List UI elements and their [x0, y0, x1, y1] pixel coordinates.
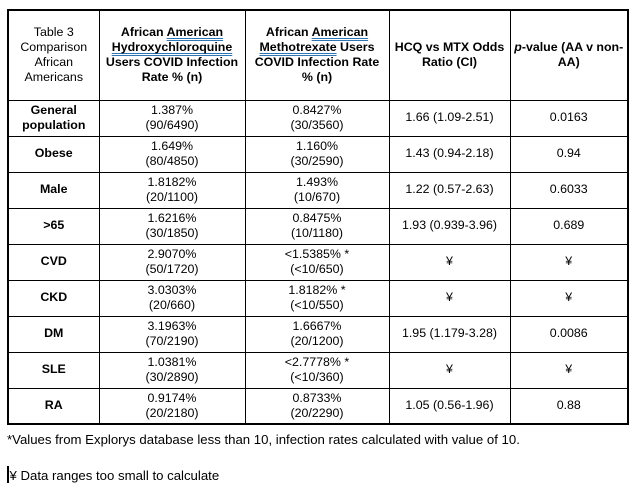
footnote-asterisk: *Values from Explorys database less than…	[7, 432, 520, 447]
table-row-male: Male 1.8182% (20/1100) 1.493% (10/670) 1.2…	[7, 171, 629, 209]
odds-ratio-cell: ¥	[388, 351, 511, 389]
hcq-rate-cell: 1.649% (80/4850)	[98, 135, 246, 173]
hcq-rate-cell: 3.1963% (70/2190)	[98, 315, 246, 353]
p-value-cell: 0.689	[509, 207, 629, 245]
hcq-rate-cell: 1.8182% (20/1100)	[98, 171, 246, 209]
hcq-rate-cell: 1.0381% (30/2890)	[98, 351, 246, 389]
footnote-yen-text: ¥ Data ranges too small to calculate	[9, 467, 220, 483]
italic-p: p	[514, 40, 522, 55]
mtx-rate-cell: <2.7778% * (<10/360)	[244, 351, 390, 389]
row-label-cell: DM	[7, 315, 100, 353]
hcq-rate-cell: 3.0303% (20/660)	[98, 279, 246, 317]
odds-ratio-cell: 1.05 (0.56-1.96)	[388, 387, 511, 425]
col-header-mtx: African American Methotrexate Users COVI…	[244, 9, 390, 101]
header-text: African	[265, 25, 312, 39]
grammar-underlined-word: American	[311, 25, 369, 39]
grammar-underlined-word: Methotrexate	[259, 40, 337, 55]
row-label-cell: RA	[7, 387, 100, 425]
row-label-cell: >65	[7, 207, 100, 245]
odds-ratio-cell: ¥	[388, 279, 511, 317]
row-label-cell: General population	[7, 99, 100, 137]
row-label-cell: SLE	[7, 351, 100, 389]
mtx-rate-cell: 1.6667% (20/1200)	[244, 315, 390, 353]
col-header-hcq: African American Hydroxychloroquine User…	[98, 9, 246, 101]
odds-ratio-cell: ¥	[388, 243, 511, 281]
header-text: Users COVID Infection Rate % (n)	[254, 40, 380, 85]
p-value-cell: ¥	[509, 351, 629, 389]
mtx-rate-cell: 1.493% (10/670)	[244, 171, 390, 209]
header-text: African	[120, 25, 167, 39]
mtx-rate-cell: 0.8427% (30/3560)	[244, 99, 390, 137]
odds-ratio-cell: 1.93 (0.939-3.96)	[388, 207, 511, 245]
p-value-cell: 0.94	[509, 135, 629, 173]
odds-ratio-cell: 1.22 (0.57-2.63)	[388, 171, 511, 209]
table-row-over-65: >65 1.6216% (30/1850) 0.8475% (10/1180) 1.…	[7, 207, 629, 245]
footnote-yen: ¥ Data ranges too small to calculate	[7, 465, 637, 485]
p-value-cell: 0.0086	[509, 315, 629, 353]
p-value-cell: 0.88	[509, 387, 629, 425]
header-row: Table 3 Comparison African Americans Afr…	[7, 9, 629, 101]
p-value-cell: ¥	[509, 279, 629, 317]
odds-ratio-cell: 1.95 (1.179-3.28)	[388, 315, 511, 353]
table3-comparison-african-americans: Table 3 Comparison African Americans Afr…	[7, 9, 629, 425]
row-label-cell: CVD	[7, 243, 100, 281]
hcq-rate-cell: 1.6216% (30/1850)	[98, 207, 246, 245]
odds-ratio-cell: 1.66 (1.09-2.51)	[388, 99, 511, 137]
grammar-underlined-word: American	[166, 25, 224, 39]
p-value-cell: 0.0163	[509, 99, 629, 137]
mtx-rate-cell: 0.8733% (20/2290)	[244, 387, 390, 425]
mtx-rate-cell: 1.160% (30/2590)	[244, 135, 390, 173]
grammar-underlined-word: Hydroxychloroquine	[111, 40, 233, 55]
odds-ratio-cell: 1.43 (0.94-2.18)	[388, 135, 511, 173]
row-label-cell: CKD	[7, 279, 100, 317]
row-label-cell: Male	[7, 171, 100, 209]
mtx-rate-cell: <1.5385% * (<10/650)	[244, 243, 390, 281]
table-row-dm: DM 3.1963% (70/2190) 1.6667% (20/1200) 1.9…	[7, 315, 629, 353]
table-title-cell: Table 3 Comparison African Americans	[7, 9, 100, 101]
p-value-cell: 0.6033	[509, 171, 629, 209]
p-value-cell: ¥	[509, 243, 629, 281]
header-text: -value (AA v non-AA)	[521, 40, 624, 70]
col-header-odds-ratio: HCQ vs MTX Odds Ratio (CI)	[388, 9, 511, 101]
hcq-rate-cell: 1.387% (90/6490)	[98, 99, 246, 137]
text-cursor	[7, 465, 9, 483]
table-row-ckd: CKD 3.0303% (20/660) 1.8182% * (<10/550) ¥…	[7, 279, 629, 317]
header-text: Users COVID Infection Rate % (n)	[105, 55, 239, 85]
table-row-ra: RA 0.9174% (20/2180) 0.8733% (20/2290) 1.0…	[7, 387, 629, 425]
table-row-sle: SLE 1.0381% (30/2890) <2.7778% * (<10/360)…	[7, 351, 629, 389]
hcq-rate-cell: 2.9070% (50/1720)	[98, 243, 246, 281]
col-header-pvalue: p-value (AA v non-AA)	[509, 9, 629, 101]
table-row-general-population: General population 1.387% (90/6490) 0.842…	[7, 99, 629, 137]
table-row-cvd: CVD 2.9070% (50/1720) <1.5385% * (<10/650)…	[7, 243, 629, 281]
mtx-rate-cell: 1.8182% * (<10/550)	[244, 279, 390, 317]
table-row-obese: Obese 1.649% (80/4850) 1.160% (30/2590) 1.…	[7, 135, 629, 173]
mtx-rate-cell: 0.8475% (10/1180)	[244, 207, 390, 245]
row-label-cell: Obese	[7, 135, 100, 173]
hcq-rate-cell: 0.9174% (20/2180)	[98, 387, 246, 425]
